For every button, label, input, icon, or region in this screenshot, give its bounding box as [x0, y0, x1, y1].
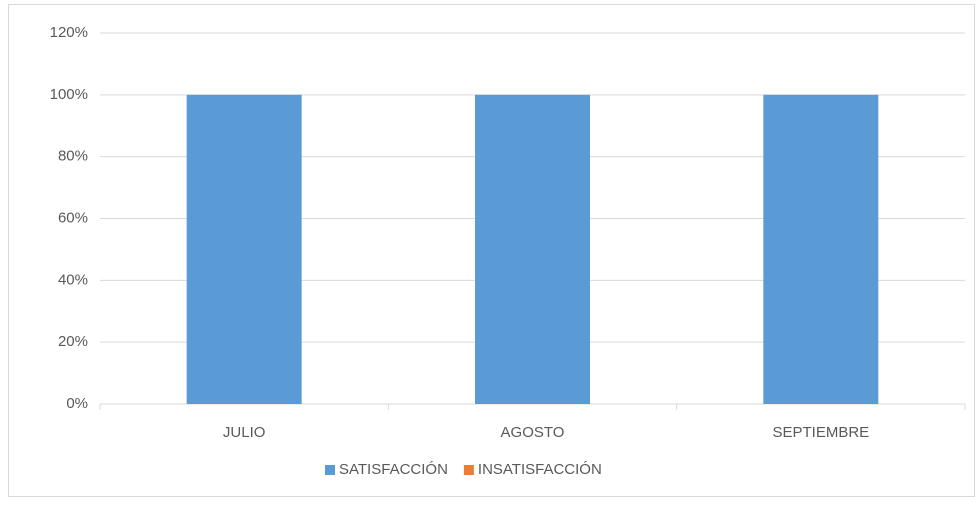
- bar: [475, 94, 590, 404]
- bar: [763, 94, 879, 404]
- y-tick-label: 100%: [50, 86, 88, 103]
- bar: [186, 94, 302, 404]
- y-tick-label: 40%: [58, 271, 88, 288]
- x-tick-label: JULIO: [223, 424, 266, 441]
- legend-swatch: [463, 465, 474, 475]
- legend-label: SATISFACCIÓN: [339, 461, 448, 478]
- y-tick-label: 80%: [58, 148, 88, 165]
- x-tick-label: SEPTIEMBRE: [772, 424, 869, 441]
- legend-label: INSATISFACCIÓN: [478, 461, 602, 478]
- y-tick-label: 20%: [58, 333, 88, 350]
- x-tick-label: AGOSTO: [501, 424, 565, 441]
- y-tick-label: 60%: [58, 209, 88, 226]
- y-tick-label: 120%: [50, 24, 88, 41]
- y-tick-label: 0%: [66, 395, 88, 412]
- legend-swatch: [325, 465, 335, 475]
